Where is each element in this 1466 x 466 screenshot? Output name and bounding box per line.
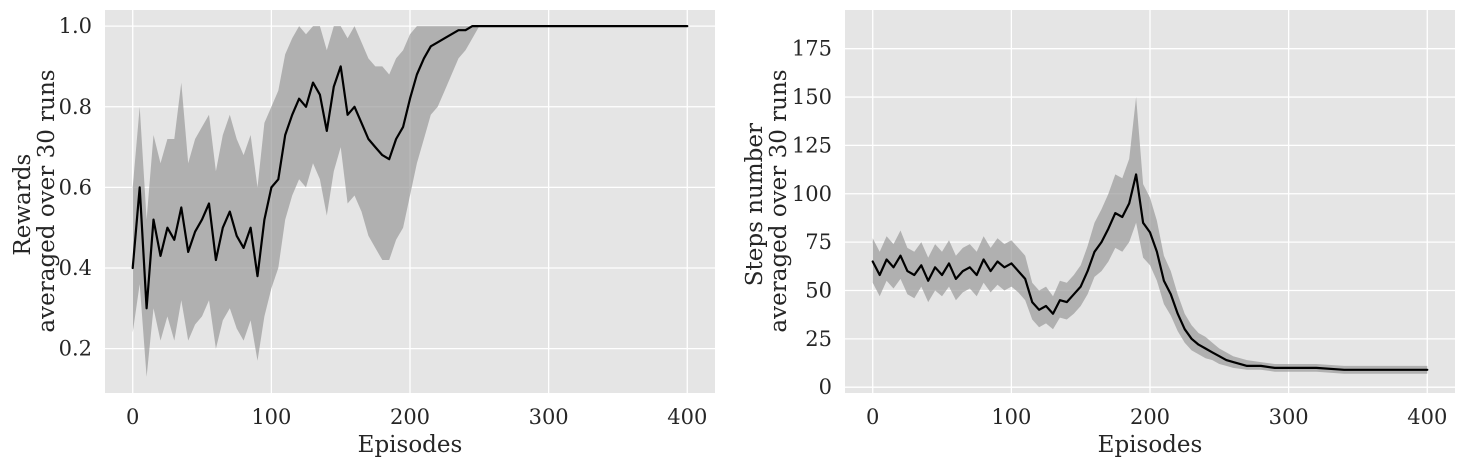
rewards-x-tick-label: 200 xyxy=(390,405,430,429)
rewards-y-tick-label: 0.2 xyxy=(59,337,92,361)
rewards-chart: 0 100 200 300 400 0.2 0.4 0.6 0.8 1.0 Episodes R… xyxy=(10,10,715,458)
rewards-y-tick-label: 0.8 xyxy=(59,95,92,119)
rewards-x-tick-labels: 0 100 200 300 400 xyxy=(126,405,707,429)
steps-chart: 0 100 200 300 400 0 25 50 75 100 125 150 175 Episod… xyxy=(742,10,1455,458)
rewards-mean-line-layer xyxy=(131,25,689,310)
steps-y-tick-label: 100 xyxy=(792,182,832,206)
steps-x-axis-label: Episodes xyxy=(1098,432,1203,458)
rewards-y-tick-labels: 0.2 0.4 0.6 0.8 1.0 xyxy=(59,14,92,361)
rewards-y-tick-label: 0.6 xyxy=(59,175,92,199)
steps-y-tick-label: 25 xyxy=(805,327,832,351)
steps-y-tick-label: 175 xyxy=(792,37,832,61)
steps-x-tick-label: 200 xyxy=(1130,405,1170,429)
steps-x-tick-label: 0 xyxy=(866,405,879,429)
steps-x-tick-labels: 0 100 200 300 400 xyxy=(866,405,1447,429)
steps-x-tick-label: 100 xyxy=(991,405,1031,429)
steps-mean-line xyxy=(871,173,1429,371)
steps-grid xyxy=(845,10,1455,393)
rewards-y-axis-label: Rewards averaged over 30 runs xyxy=(10,69,60,332)
steps-x-tick-label: 400 xyxy=(1407,405,1447,429)
rewards-y-tick-label: 0.4 xyxy=(59,256,92,280)
steps-y-tick-labels: 0 25 50 75 100 125 150 175 xyxy=(792,37,832,400)
rewards-confidence-band xyxy=(132,26,688,377)
steps-y-tick-label: 125 xyxy=(792,133,832,157)
rewards-ci-band-layer xyxy=(132,26,688,377)
rewards-mean-line xyxy=(131,25,689,310)
rewards-x-tick-label: 300 xyxy=(529,405,569,429)
rewards-x-axis-label: Episodes xyxy=(358,432,463,458)
steps-y-tick-label: 150 xyxy=(792,85,832,109)
rewards-y-axis-label-line-2: averaged over 30 runs xyxy=(34,69,60,332)
rewards-x-tick-label: 400 xyxy=(667,405,707,429)
steps-y-axis-label-line-1: Steps number xyxy=(742,123,768,286)
rewards-x-tick-label: 0 xyxy=(126,405,139,429)
steps-x-tick-label: 300 xyxy=(1269,405,1309,429)
rewards-x-tick-label: 100 xyxy=(251,405,291,429)
steps-y-tick-label: 0 xyxy=(819,375,832,399)
steps-y-axis-label-line-2: averaged over 30 runs xyxy=(766,69,792,332)
rewards-y-axis-label-line-1: Rewards xyxy=(10,154,36,256)
rewards-y-tick-label: 1.0 xyxy=(59,14,92,38)
steps-mean-line-layer xyxy=(871,173,1429,371)
steps-y-tick-label: 75 xyxy=(805,230,832,254)
steps-y-axis-label: Steps number averaged over 30 runs xyxy=(742,69,792,332)
steps-y-tick-label: 50 xyxy=(805,278,832,302)
